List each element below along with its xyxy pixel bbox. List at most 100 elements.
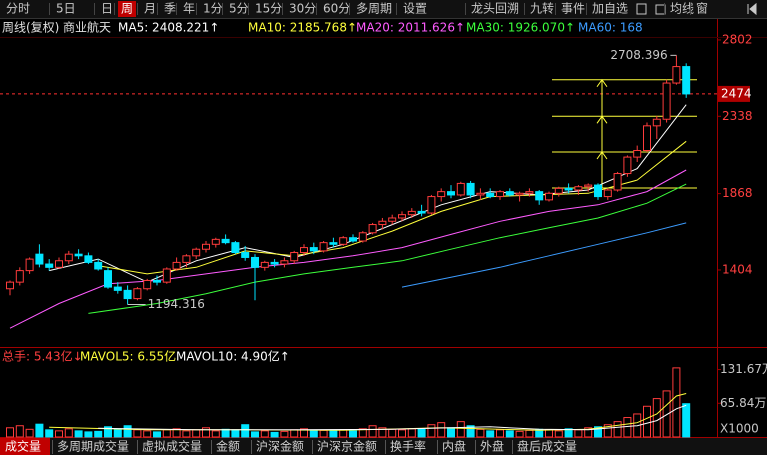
unit-label: X1000: [720, 422, 759, 436]
volume-bar: [368, 425, 377, 438]
candle-body: [251, 256, 259, 268]
candle-body: [486, 192, 495, 198]
stock-name: 商业航天: [63, 20, 111, 35]
y-tick-label: 2802: [722, 32, 753, 46]
toolbar-item[interactable]: 1分: [203, 2, 223, 16]
candle-body: [437, 191, 446, 198]
candle-body: [603, 189, 612, 198]
volume-bar: [319, 429, 328, 438]
candle-body: [427, 196, 436, 214]
toolbar-item[interactable]: 窗: [696, 2, 708, 16]
candle-body: [133, 288, 142, 300]
toolbar-item[interactable]: 季: [164, 2, 176, 16]
candle-body: [613, 173, 622, 191]
toolbar-item[interactable]: 月: [144, 2, 156, 16]
candle-body: [202, 243, 210, 250]
toolbar-item[interactable]: 15分: [255, 2, 282, 16]
y-tick-label: 65.84万: [720, 396, 766, 410]
volume-bar: [6, 427, 14, 438]
toolbar-item[interactable]: 九转: [530, 1, 554, 16]
volume-bar: [682, 403, 691, 438]
candle-body: [564, 187, 573, 191]
candle-body: [211, 238, 220, 245]
candle-body: [388, 217, 397, 222]
candle-body: [290, 252, 299, 262]
tab[interactable]: 换手率: [390, 439, 426, 454]
candle-body: [535, 191, 544, 201]
tab[interactable]: 成交量: [5, 439, 41, 454]
volume-bar: [143, 430, 152, 438]
candle-body: [270, 261, 279, 265]
volume-bar: [162, 429, 171, 438]
volume-bar: [251, 431, 259, 438]
tab[interactable]: 金额: [216, 439, 240, 454]
candle-body: [525, 191, 534, 194]
volume-bar: [192, 429, 201, 438]
volume-bar: [349, 430, 357, 438]
toolbar-item[interactable]: 30分: [289, 2, 316, 16]
candle-body: [84, 255, 93, 263]
volume-bar: [378, 427, 387, 438]
tab[interactable]: 虚拟成交量: [142, 439, 202, 454]
toolbar-item[interactable]: 5日: [56, 2, 76, 16]
candle-body: [280, 260, 289, 265]
candle-body: [35, 253, 44, 265]
tab[interactable]: 外盘: [480, 439, 504, 454]
volume-bar: [290, 429, 299, 438]
volume-bar: [545, 429, 553, 438]
candle-body: [300, 247, 308, 254]
ma-legend: MA10: 2185.768↑: [248, 21, 357, 35]
y-tick-label: 1868: [722, 186, 753, 200]
volume-bar: [603, 424, 612, 438]
icon-layout[interactable]: [636, 3, 647, 15]
tab[interactable]: 沪深金额: [256, 439, 304, 454]
volume-bar: [486, 430, 495, 438]
candle-body: [378, 220, 387, 226]
toolbar-item[interactable]: 分时: [6, 2, 30, 16]
volume-bar: [388, 428, 397, 438]
ma-legend: MA60: 168: [578, 21, 643, 35]
candle-body: [6, 281, 14, 290]
y-tick-label: 1404: [722, 262, 753, 276]
toolbar-item[interactable]: 5分: [229, 2, 249, 16]
volume-bar: [15, 425, 24, 438]
candle-body: [55, 260, 63, 268]
toolbar-item[interactable]: 60分: [323, 2, 350, 16]
volume-bar: [613, 421, 622, 438]
tab[interactable]: 盘后成交量: [517, 439, 577, 454]
icon-arrow[interactable]: [747, 2, 757, 16]
candle-body: [594, 184, 602, 198]
toolbar-item[interactable]: 均线: [670, 2, 694, 16]
candle-body: [260, 261, 269, 268]
volume-bar: [564, 428, 573, 438]
volume-bar: [211, 430, 220, 438]
toolbar-item[interactable]: 日: [101, 2, 113, 16]
toolbar-item[interactable]: 周: [121, 2, 133, 16]
volume-bar: [329, 430, 338, 438]
candle-body: [584, 184, 593, 188]
volume-bar: [202, 427, 210, 438]
toolbar-item[interactable]: 年: [183, 2, 195, 16]
candle-body: [447, 191, 455, 196]
candle-body: [545, 192, 553, 201]
toolbar-item[interactable]: 龙头回溯: [471, 1, 519, 16]
toolbar-item[interactable]: 加自选: [592, 2, 628, 16]
volume-bar: [280, 430, 289, 438]
volume-bar: [55, 430, 63, 438]
toolbar-item[interactable]: 多周期: [356, 2, 392, 16]
ma-legend: MA20: 2011.626↑: [356, 21, 465, 35]
tab[interactable]: 沪深京金额: [317, 439, 377, 454]
volume-bar: [594, 426, 602, 438]
volume-bar: [241, 424, 250, 438]
candle-body: [94, 261, 103, 270]
toolbar-item[interactable]: 设置: [403, 2, 427, 16]
tab[interactable]: 内盘: [442, 439, 466, 454]
candle-body: [74, 253, 83, 257]
candle-body: [309, 247, 318, 252]
toolbar-item[interactable]: 事件: [561, 2, 585, 16]
ma-line: [401, 222, 687, 288]
annotation: 1194.316: [148, 297, 205, 311]
tab[interactable]: 多周期成交量: [57, 439, 129, 454]
volume-bar: [25, 428, 34, 438]
